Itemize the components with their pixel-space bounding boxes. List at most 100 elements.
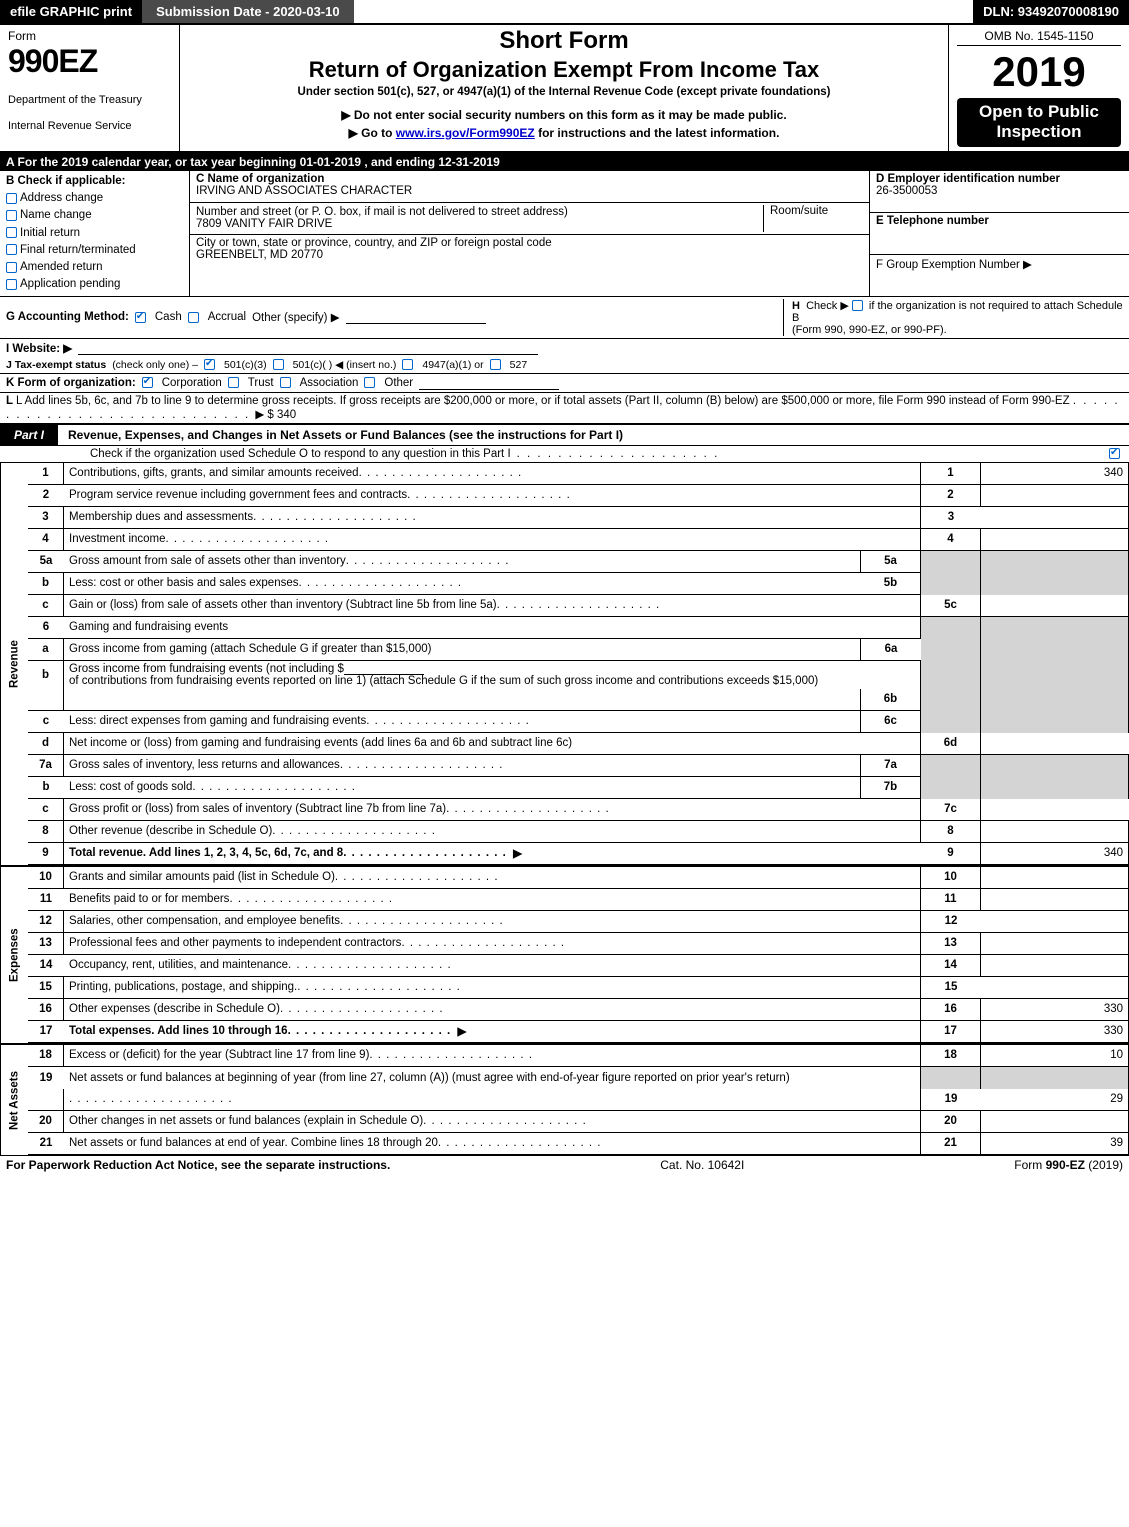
part1-bar: Part I Revenue, Expenses, and Changes in…	[0, 424, 1129, 446]
b-opt-final[interactable]: Final return/terminated	[6, 242, 183, 259]
l2-val	[981, 485, 1129, 507]
l4-desc: Investment income	[64, 529, 921, 551]
addr-value: 7809 VANITY FAIR DRIVE	[196, 218, 763, 230]
l9-val: 340	[981, 843, 1129, 865]
h-text3: (Form 990, 990-EZ, or 990-PF).	[792, 324, 947, 336]
l3-val	[981, 507, 1129, 529]
k-corp-check[interactable]	[142, 377, 153, 388]
top-bar: efile GRAPHIC print Submission Date - 20…	[0, 0, 1129, 25]
j-4947-check[interactable]	[402, 359, 413, 370]
l6-grey	[921, 617, 981, 733]
l1-rn: 1	[921, 463, 981, 485]
form-number: 990EZ	[8, 43, 171, 80]
dept-treasury: Department of the Treasury	[8, 94, 171, 106]
l11-desc: Benefits paid to or for members	[64, 889, 921, 911]
netassets-table: Net Assets 18 Excess or (deficit) for th…	[0, 1043, 1129, 1155]
room-suite: Room/suite	[763, 205, 863, 232]
j-o3: 4947(a)(1) or	[422, 359, 483, 371]
l6-grey2	[981, 617, 1129, 733]
f-group: F Group Exemption Number ▶	[870, 255, 1129, 296]
l10-rn: 10	[921, 867, 981, 889]
l15-val	[981, 977, 1129, 999]
l5a-box: 5a	[861, 551, 921, 573]
irs-link[interactable]: www.irs.gov/Form990EZ	[396, 126, 535, 140]
l7-grey2	[981, 755, 1129, 799]
ssn-warning: ▶ Do not enter social security numbers o…	[188, 108, 940, 122]
l6d-desc: Net income or (loss) from gaming and fun…	[64, 733, 921, 755]
l6b-input[interactable]	[344, 663, 424, 675]
dln-label: DLN: 93492070008190	[973, 0, 1129, 23]
b-opt-amended[interactable]: Amended return	[6, 259, 183, 276]
l6d-num: d	[28, 733, 64, 755]
l8-val	[981, 821, 1129, 843]
part1-checkbox[interactable]	[1109, 448, 1120, 459]
website-input[interactable]	[78, 341, 538, 355]
tax-year: 2019	[957, 48, 1121, 96]
b-opt-name[interactable]: Name change	[6, 207, 183, 224]
j-527-check[interactable]	[490, 359, 501, 370]
l17-num: 17	[28, 1021, 64, 1043]
k-trust-check[interactable]	[228, 377, 239, 388]
l12-rn: 12	[921, 911, 981, 933]
l7c-rn: 7c	[921, 799, 981, 821]
part1-check-row: Check if the organization used Schedule …	[0, 446, 1129, 463]
l2-num: 2	[28, 485, 64, 507]
l15-desc: Printing, publications, postage, and shi…	[64, 977, 921, 999]
l21-val: 39	[981, 1133, 1129, 1155]
k-assoc-check[interactable]	[280, 377, 291, 388]
section-b: B Check if applicable: Address change Na…	[0, 171, 190, 296]
expenses-table: Expenses 10 Grants and similar amounts p…	[0, 865, 1129, 1043]
l18-rn: 18	[921, 1045, 981, 1067]
l9-num: 9	[28, 843, 64, 865]
efile-print-label[interactable]: efile GRAPHIC print	[0, 0, 142, 23]
l17-val: 330	[981, 1021, 1129, 1043]
b-opt-pending[interactable]: Application pending	[6, 276, 183, 293]
l1-num: 1	[28, 463, 64, 485]
l5a-num: 5a	[28, 551, 64, 573]
g-cash-check[interactable]	[135, 312, 146, 323]
city-label: City or town, state or province, country…	[196, 237, 863, 249]
e-label: E Telephone number	[876, 215, 1123, 227]
b-opt-address[interactable]: Address change	[6, 190, 183, 207]
b-opt-initial[interactable]: Initial return	[6, 225, 183, 242]
k-other-input[interactable]	[419, 376, 559, 390]
l13-rn: 13	[921, 933, 981, 955]
addr-label: Number and street (or P. O. box, if mail…	[196, 206, 763, 218]
omb-number: OMB No. 1545-1150	[957, 29, 1121, 46]
l3-rn: 3	[921, 507, 981, 529]
address-row: Number and street (or P. O. box, if mail…	[190, 203, 869, 235]
l11-rn: 11	[921, 889, 981, 911]
l6a-desc: Gross income from gaming (attach Schedul…	[64, 639, 861, 661]
j-501c3-check[interactable]	[204, 359, 215, 370]
l6b-num: b	[28, 661, 64, 689]
page-footer: For Paperwork Reduction Act Notice, see …	[0, 1155, 1129, 1174]
j-501c-check[interactable]	[273, 359, 284, 370]
subtitle: Under section 501(c), 527, or 4947(a)(1)…	[188, 86, 940, 98]
l7a-desc: Gross sales of inventory, less returns a…	[64, 755, 861, 777]
l1-val: 340	[981, 463, 1129, 485]
l5c-val	[981, 595, 1129, 617]
part1-title: Revenue, Expenses, and Changes in Net As…	[58, 428, 1129, 442]
l2-desc: Program service revenue including govern…	[64, 485, 921, 507]
title-box: Short Form Return of Organization Exempt…	[180, 25, 949, 151]
l19-grey	[921, 1067, 981, 1089]
open-to-public: Open to Public Inspection	[957, 98, 1121, 147]
l19-desc1: Net assets or fund balances at beginning…	[64, 1067, 921, 1089]
l5c-num: c	[28, 595, 64, 617]
l6b-box: 6b	[861, 689, 921, 711]
l6c-num: c	[28, 711, 64, 733]
part1-check-text: Check if the organization used Schedule …	[90, 448, 511, 460]
k-other-check[interactable]	[364, 377, 375, 388]
l5c-desc: Gain or (loss) from sale of assets other…	[64, 595, 921, 617]
l15-rn: 15	[921, 977, 981, 999]
g-accrual-check[interactable]	[188, 312, 199, 323]
l7c-desc: Gross profit or (loss) from sales of inv…	[64, 799, 921, 821]
h-checkbox[interactable]	[852, 300, 863, 311]
l16-rn: 16	[921, 999, 981, 1021]
k-o4: Other	[384, 377, 413, 389]
j-label: J Tax-exempt status	[6, 359, 106, 371]
g-other-input[interactable]	[346, 310, 486, 324]
row-l: L L Add lines 5b, 6c, and 7b to line 9 t…	[0, 393, 1129, 424]
l6b-desc1: Gross income from fundraising events (no…	[64, 661, 921, 689]
l8-desc: Other revenue (describe in Schedule O)	[64, 821, 921, 843]
